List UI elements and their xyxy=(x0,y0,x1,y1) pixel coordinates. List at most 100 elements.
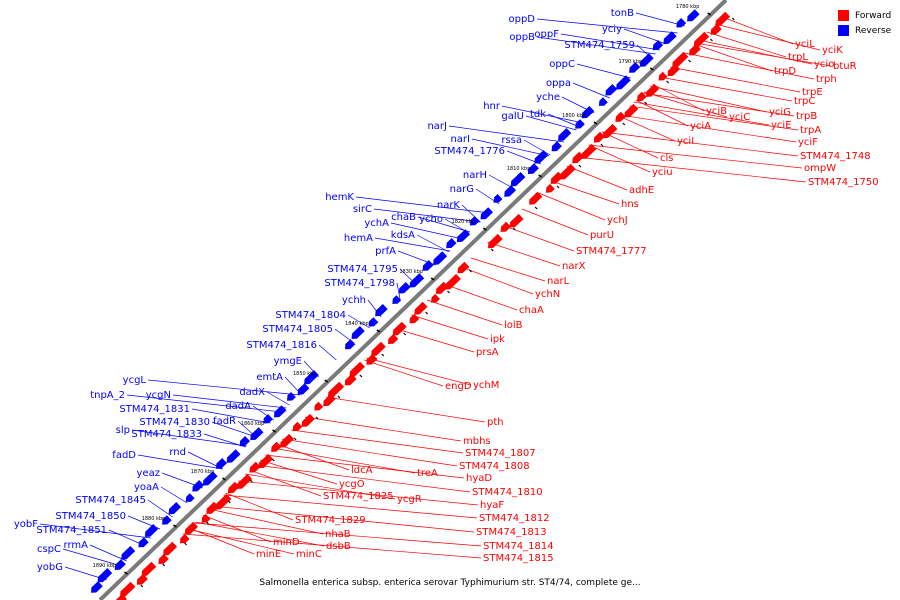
forward-gene-label-trpd-5: trpD xyxy=(774,66,796,77)
reverse-gene-label-ycho-21: ycho xyxy=(419,214,443,225)
forward-gene-feature-48 xyxy=(184,521,198,535)
forward-gene-feature-53 xyxy=(136,573,148,585)
reverse-leader-tonb-0 xyxy=(635,12,685,27)
reverse-leader-rrma-53 xyxy=(89,544,127,562)
forward-leader-lolb-32 xyxy=(426,299,503,326)
forward-gene-feature-19 xyxy=(509,213,524,228)
reverse-leader-sirc-20 xyxy=(373,208,481,223)
reverse-gene-label-oppc-6: oppC xyxy=(549,59,575,70)
reverse-gene-label-stm474-1804-30: STM474_1804 xyxy=(275,310,346,321)
forward-leader-hyad-44 xyxy=(265,454,465,479)
reverse-gene-label-ycha-23: ychA xyxy=(364,218,389,229)
reverse-gene-label-stm474-1831-41: STM474_1831 xyxy=(119,404,190,415)
forward-gene-feature-18 xyxy=(529,191,543,205)
reverse-leader-hnr-9 xyxy=(501,105,584,124)
forward-leader-trpc-8 xyxy=(659,76,793,102)
forward-gene-feature-42 xyxy=(249,461,261,473)
reverse-swatch xyxy=(838,25,849,36)
genome-backbone xyxy=(98,0,728,600)
forward-gene-label-stm474-1813-51: STM474_1813 xyxy=(476,527,547,538)
forward-gene-label-stm474-1808-40: STM474_1808 xyxy=(459,461,530,472)
reverse-leader-yoaa-48 xyxy=(160,486,188,504)
reverse-gene-feature-25 xyxy=(398,282,411,294)
reverse-gene-feature-31 xyxy=(304,370,319,385)
reverse-gene-label-rssa-12: rssa xyxy=(501,135,522,146)
minor-tick-498 xyxy=(227,500,231,504)
forward-gene-label-ycio-3: ycio xyxy=(814,59,834,70)
forward-leader-trea-42 xyxy=(272,447,416,474)
reverse-gene-feature-32 xyxy=(297,383,310,395)
reverse-gene-label-stm474-1851-52: STM474_1851 xyxy=(36,525,107,536)
reverse-gene-label-kdsa-24: kdsA xyxy=(391,230,415,241)
kbp-tick-label-11: 1890 kbp xyxy=(93,563,117,569)
forward-gene-label-stm474-1825-46: STM474_1825 xyxy=(323,491,394,502)
forward-leader-mind-55 xyxy=(202,514,272,543)
minor-tick-204 xyxy=(534,206,538,210)
forward-gene-feature-29 xyxy=(388,333,399,344)
map-caption: Salmonella enterica subsp. enterica sero… xyxy=(259,578,641,588)
reverse-gene-feature-33 xyxy=(287,392,296,401)
reverse-gene-label-stm474-1850-50: STM474_1850 xyxy=(55,511,126,522)
reverse-gene-feature-29 xyxy=(351,326,365,339)
reverse-gene-label-emta-34: emtA xyxy=(256,372,283,383)
forward-gene-label-narl-29: narL xyxy=(547,276,570,287)
forward-leader-ychm-35 xyxy=(366,357,472,386)
forward-gene-feature-24 xyxy=(435,281,449,294)
reverse-gene-feature-37 xyxy=(239,436,250,447)
forward-gene-feature-28 xyxy=(392,321,407,336)
forward-leader-hyaf-48 xyxy=(238,480,479,506)
reverse-gene-feature-50 xyxy=(91,581,103,593)
reverse-gene-feature-3 xyxy=(652,40,664,51)
reverse-gene-label-yche-8: yche xyxy=(536,92,560,103)
kbp-tick-label-4: 1820 kbp xyxy=(452,219,476,225)
minor-tick-267 xyxy=(469,269,472,273)
reverse-gene-feature-5 xyxy=(629,62,641,73)
forward-gene-feature-0 xyxy=(715,11,731,26)
legend-reverse-label: Reverse xyxy=(855,25,892,36)
forward-leader-mbhs-38 xyxy=(304,416,462,442)
minor-tick-309 xyxy=(425,311,429,315)
forward-gene-feature-3 xyxy=(689,43,701,56)
forward-gene-feature-55 xyxy=(115,593,127,600)
reverse-gene-feature-9 xyxy=(581,106,595,119)
forward-leader-trpd-5 xyxy=(693,43,773,72)
reverse-leader-slp-43 xyxy=(131,429,247,447)
forward-gene-label-puru-26: purU xyxy=(590,230,614,241)
forward-leader-ipk-33 xyxy=(411,314,489,340)
forward-leader-stm474-1825-46 xyxy=(249,469,322,497)
reverse-gene-label-hema-25: hemA xyxy=(344,233,373,244)
forward-gene-label-mine-56: minE xyxy=(256,549,281,560)
reverse-gene-label-oppa-7: oppa xyxy=(546,78,571,89)
forward-gene-feature-40 xyxy=(271,441,282,452)
reverse-gene-feature-38 xyxy=(226,449,241,463)
reverse-gene-feature-42 xyxy=(185,493,195,502)
forward-gene-feature-22 xyxy=(457,261,470,274)
forward-gene-feature-16 xyxy=(550,171,564,184)
reverse-gene-feature-4 xyxy=(639,53,654,67)
forward-leader-trpa-13 xyxy=(629,105,799,131)
kbp-tick-label-9: 1870 kbp xyxy=(191,469,215,475)
minor-tick-57 xyxy=(688,59,691,63)
forward-leader-trph-6 xyxy=(684,52,815,80)
reverse-gene-label-stm474-1816-32: STM474_1816 xyxy=(246,340,317,351)
reverse-gene-label-yoaa-48: yoaA xyxy=(134,482,159,493)
forward-leader-trpl-2 xyxy=(706,31,787,58)
reverse-leader-yobf-51 xyxy=(39,523,151,539)
kbp-tick-mark-6 xyxy=(376,329,381,333)
reverse-gene-feature-14 xyxy=(527,163,539,174)
reverse-gene-label-nari-14: narI xyxy=(450,134,470,145)
minor-tick-225 xyxy=(512,227,516,231)
forward-leader-cls-21 xyxy=(602,131,659,159)
forward-gene-label-btur-4: btuR xyxy=(833,61,857,72)
reverse-leader-stm474-1831-41 xyxy=(191,408,271,424)
minor-tick-519 xyxy=(206,521,209,525)
kbp-ticks: 1780 kbp 1790 kbp 1800 kbp 1810 kbp 1820 kbp… xyxy=(93,4,735,588)
forward-gene-feature-38 xyxy=(292,421,303,432)
forward-gene-label-ycif-15: yciF xyxy=(798,137,818,148)
forward-gene-feature-5 xyxy=(667,63,680,77)
kbp-tick-label-0: 1780 kbp xyxy=(676,4,700,10)
forward-leader-mine-56 xyxy=(188,527,255,555)
reverse-gene-label-stm474-1798-28: STM474_1798 xyxy=(324,278,395,289)
reverse-gene-label-yciy-2: yciy xyxy=(602,24,622,35)
